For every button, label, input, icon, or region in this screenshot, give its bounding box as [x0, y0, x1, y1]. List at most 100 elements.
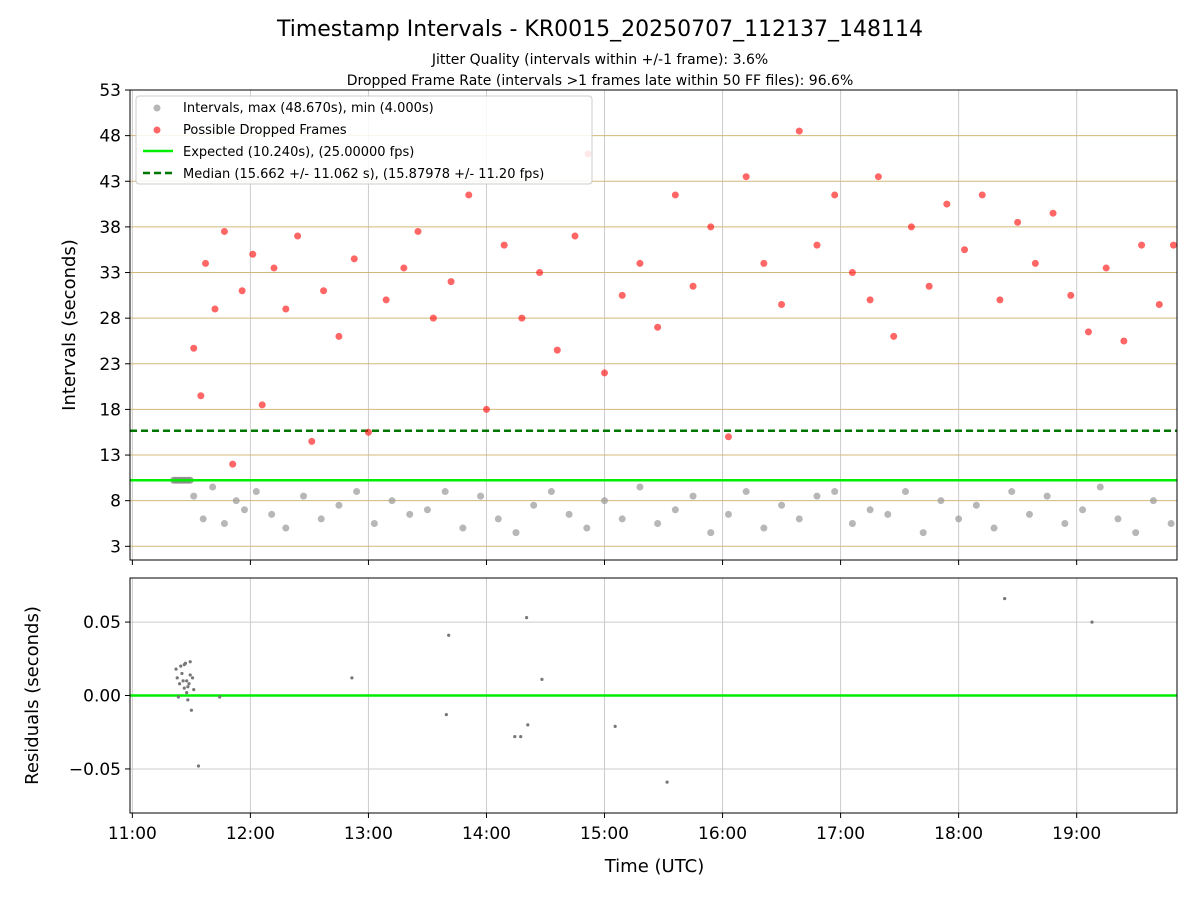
residual-point	[188, 673, 192, 677]
dropped-frame-point	[795, 127, 803, 135]
residual-point	[180, 671, 184, 676]
interval-point	[317, 515, 325, 523]
dropped-frame-point	[202, 259, 210, 267]
dropped-frame-point	[907, 223, 915, 231]
xtick-label: 17:00	[816, 824, 865, 844]
interval-point	[232, 497, 240, 505]
top-ytick-label: 53	[99, 81, 121, 101]
dropped-frame-point	[308, 437, 316, 445]
interval-point	[1061, 519, 1069, 527]
dropped-frame-point	[1169, 241, 1177, 249]
residual-point	[665, 780, 669, 784]
residual-point	[540, 677, 544, 681]
bottom-axes-frame	[129, 577, 1178, 814]
residual-point	[526, 723, 530, 727]
interval-point	[220, 519, 228, 527]
dropped-frame-point	[190, 344, 198, 352]
dropped-frame-point	[536, 269, 544, 277]
dropped-frame-point	[382, 296, 390, 304]
residual-point	[525, 616, 529, 620]
interval-point	[654, 519, 662, 527]
dropped-frame-point	[724, 433, 732, 441]
interval-point	[1096, 483, 1104, 491]
dropped-frame-point	[465, 191, 473, 199]
legend-label-expected: Expected (10.240s), (25.00000 fps)	[183, 145, 414, 160]
interval-point	[937, 497, 945, 505]
interval-point	[760, 524, 768, 532]
dropped-frame-point	[961, 246, 969, 254]
dropped-frame-point	[364, 428, 372, 436]
dropped-frame-point	[429, 314, 437, 322]
interval-point	[240, 506, 248, 514]
interval-point	[190, 492, 198, 500]
top-ytick-label: 43	[99, 172, 121, 192]
residual-point	[182, 686, 186, 690]
dropped-frame-point	[601, 369, 609, 377]
residual-point	[196, 764, 201, 768]
dropped-frame-point	[1049, 209, 1057, 217]
interval-point	[583, 524, 591, 532]
dropped-frame-point	[350, 255, 358, 263]
dropped-frame-point	[220, 227, 228, 235]
dropped-frame-point	[1155, 300, 1163, 308]
dropped-frame-point	[890, 332, 898, 340]
interval-point	[1167, 519, 1175, 527]
top-ytick-label: 3	[110, 537, 121, 557]
residual-point	[350, 676, 354, 680]
residual-point	[447, 633, 451, 637]
interval-point	[1132, 529, 1140, 537]
dropped-frame-point	[689, 282, 697, 290]
xtick-label: 11:00	[108, 824, 157, 844]
interval-point	[335, 501, 343, 509]
dropped-frame-point	[270, 264, 278, 272]
interval-point	[459, 524, 467, 532]
top-y-axis-label: Intervals (seconds)	[59, 239, 80, 411]
interval-point	[477, 492, 485, 500]
interval-point	[1025, 510, 1033, 518]
chart-subtitle-jitter: Jitter Quality (intervals within +/-1 fr…	[431, 52, 768, 68]
top-ytick-label: 33	[99, 264, 121, 284]
interval-point	[955, 515, 963, 523]
chart-subtitle-dropped: Dropped Frame Rate (intervals >1 frames …	[347, 73, 854, 89]
dropped-frame-point	[618, 291, 626, 299]
interval-point	[252, 488, 260, 496]
interval-point	[601, 497, 609, 505]
dropped-frame-point	[943, 200, 951, 208]
residual-point	[185, 679, 189, 683]
chart-title: Timestamp Intervals - KR0015_20250707_11…	[276, 17, 923, 42]
xtick-label: 18:00	[934, 824, 983, 844]
interval-point	[778, 501, 786, 509]
dropped-frame-point	[978, 191, 986, 199]
top-ytick-label: 13	[99, 446, 121, 466]
interval-point	[848, 519, 856, 527]
top-ytick-label: 18	[99, 400, 121, 420]
interval-point	[813, 492, 821, 500]
residual-point	[181, 679, 185, 683]
residual-point	[182, 663, 186, 667]
dropped-frame-point	[671, 191, 679, 199]
interval-point	[423, 506, 431, 514]
interval-point	[353, 488, 361, 496]
dropped-frame-point	[282, 305, 290, 313]
interval-point	[282, 524, 290, 532]
dropped-frame-point	[400, 264, 408, 272]
interval-point	[919, 529, 927, 537]
dropped-frame-point	[238, 287, 246, 295]
dropped-frame-point	[831, 191, 839, 199]
interval-point	[300, 492, 308, 500]
interval-point	[268, 510, 276, 518]
xtick-label: 13:00	[344, 824, 393, 844]
interval-point	[831, 488, 839, 496]
interval-point	[636, 483, 644, 491]
legend-marker-intervals	[153, 104, 161, 112]
dropped-frame-point	[482, 405, 490, 413]
top-ytick-label: 23	[99, 355, 121, 375]
interval-point	[1043, 492, 1051, 500]
top-axes-frame	[129, 89, 1178, 561]
interval-point	[884, 510, 892, 518]
residual-point	[192, 688, 196, 692]
dropped-frame-point	[760, 259, 768, 267]
dropped-frame-point	[229, 460, 237, 468]
bottom-ytick-label: −0.05	[69, 760, 121, 780]
